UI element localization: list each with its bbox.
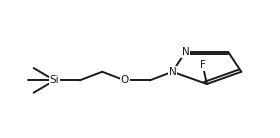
Text: Si: Si — [50, 75, 59, 85]
Text: F: F — [200, 60, 206, 70]
Text: N: N — [169, 67, 176, 77]
Text: O: O — [121, 75, 129, 85]
Text: N: N — [182, 47, 190, 57]
